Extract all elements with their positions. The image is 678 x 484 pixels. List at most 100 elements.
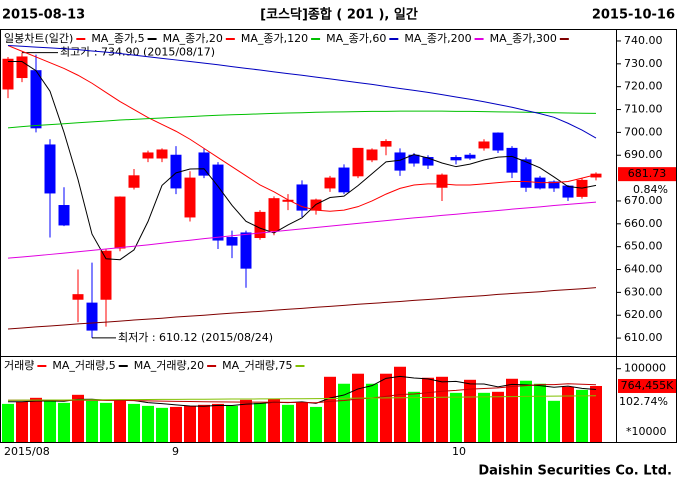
- volume-bar: [2, 403, 14, 442]
- candle-body: [338, 167, 350, 193]
- ma-line: [7, 45, 597, 139]
- x-tick-label: 9: [172, 445, 179, 458]
- ma-line: [7, 287, 597, 330]
- volume-bar: [16, 401, 28, 442]
- volume-bar: [240, 399, 252, 442]
- y-tick-label: 660.00: [624, 217, 663, 230]
- current-value: 681.73: [628, 167, 667, 180]
- unit-label: *10000: [626, 425, 667, 438]
- candle-body: [450, 157, 462, 161]
- chart-title: [코스닥]종합 ( 201 ), 일간: [260, 7, 418, 23]
- end-date: 2015-10-16: [592, 8, 675, 23]
- legend-label: MA_종가,5: [91, 32, 144, 45]
- candle-body: [394, 152, 406, 171]
- volume-bar: [86, 400, 98, 442]
- candle-body: [352, 147, 364, 177]
- volume-bar: [464, 379, 476, 442]
- ma-line: [8, 61, 597, 261]
- candle-body: [16, 56, 28, 79]
- volume-bar: [366, 383, 378, 442]
- legend-label: MA_거래량,20: [134, 359, 204, 372]
- candle-body: [156, 149, 168, 159]
- legend-label: MA_거래량,75: [222, 359, 292, 372]
- candle-body: [100, 250, 112, 300]
- y-tick-label: 740.00: [624, 34, 663, 47]
- annotation: 최저가 : 610.12 (2015/08/24): [118, 331, 273, 344]
- volume-bar: [296, 402, 308, 442]
- candle-body: [506, 147, 518, 173]
- volume-bar: [380, 373, 392, 442]
- volume-bar: [44, 399, 56, 442]
- y-tick-label: 650.00: [624, 240, 663, 253]
- y-tick-label: 620.00: [624, 308, 663, 321]
- start-date: 2015-08-13: [2, 8, 85, 23]
- ma-line: [7, 201, 597, 259]
- candle-body: [478, 141, 490, 149]
- legend-label: MA_종가,200: [404, 32, 471, 45]
- y-tick-label: 720.00: [624, 80, 663, 93]
- volume-bar: [324, 376, 336, 442]
- y-tick-label: 640.00: [624, 263, 663, 276]
- volume-bar: [226, 405, 238, 442]
- x-tick-label: 10: [452, 445, 466, 458]
- volume-bar: [282, 404, 294, 442]
- candle-body: [520, 159, 532, 188]
- candle-body: [464, 154, 476, 159]
- volume-bar: [58, 402, 70, 442]
- volume-bar: [450, 392, 462, 442]
- volume-bar: [548, 400, 560, 442]
- volume-bar: [520, 380, 532, 442]
- annotation: 최고가 : 734.90 (2015/08/17): [60, 46, 215, 59]
- y-tick-label: 100000: [624, 362, 666, 375]
- volume-bar: [590, 385, 602, 442]
- volume-bar: [534, 383, 546, 442]
- volume-bar: [100, 402, 112, 442]
- candle-body: [58, 205, 70, 226]
- candle-body: [562, 185, 574, 198]
- ma-line: [7, 110, 597, 129]
- y-tick-label: 690.00: [624, 148, 663, 161]
- legend-label: MA_종가,60: [326, 32, 386, 45]
- volume-bar: [268, 398, 280, 442]
- candle-body: [72, 294, 84, 300]
- volume-bar: [478, 392, 490, 442]
- candle-body: [422, 157, 434, 166]
- candle-body: [408, 154, 420, 164]
- ma-line: [7, 45, 597, 212]
- volume-bar: [156, 407, 168, 442]
- legend-label: MA_거래량,5: [52, 359, 115, 372]
- y-tick-label: 670.00: [624, 194, 663, 207]
- footer: Daishin Securities Co. Ltd.: [478, 464, 672, 479]
- candle-body: [296, 184, 308, 211]
- candle-body: [30, 70, 42, 129]
- legend-label: MA_종가,20: [163, 32, 223, 45]
- frame: [0, 29, 677, 443]
- legend-label: MA_종가,300: [490, 32, 557, 45]
- candle-body: [268, 198, 280, 232]
- volume-bar: [576, 389, 588, 442]
- volume-bar: [30, 397, 42, 442]
- volume-bar: [394, 366, 406, 442]
- volume-bar: [422, 377, 434, 442]
- y-tick-label: 730.00: [624, 57, 663, 70]
- change-label: 0.84%: [633, 183, 668, 196]
- volume-bar: [170, 406, 182, 442]
- legend-label: 일봉차트(일간): [4, 31, 73, 45]
- candle-body: [226, 237, 238, 246]
- candle-body: [548, 181, 560, 189]
- current-value: 764,455K: [621, 379, 674, 392]
- volume-bar: [128, 403, 140, 442]
- ma-line: [7, 395, 597, 401]
- volume-bar: [212, 403, 224, 442]
- volume-bar: [114, 399, 126, 442]
- candle-body: [436, 174, 448, 188]
- volume-bar: [408, 391, 420, 442]
- x-tick-label: 2015/08: [4, 445, 50, 458]
- candle-body: [198, 152, 210, 176]
- volume-bar: [72, 394, 84, 442]
- ma-line: [8, 383, 597, 404]
- candle-body: [114, 196, 126, 249]
- candle-body: [2, 58, 14, 90]
